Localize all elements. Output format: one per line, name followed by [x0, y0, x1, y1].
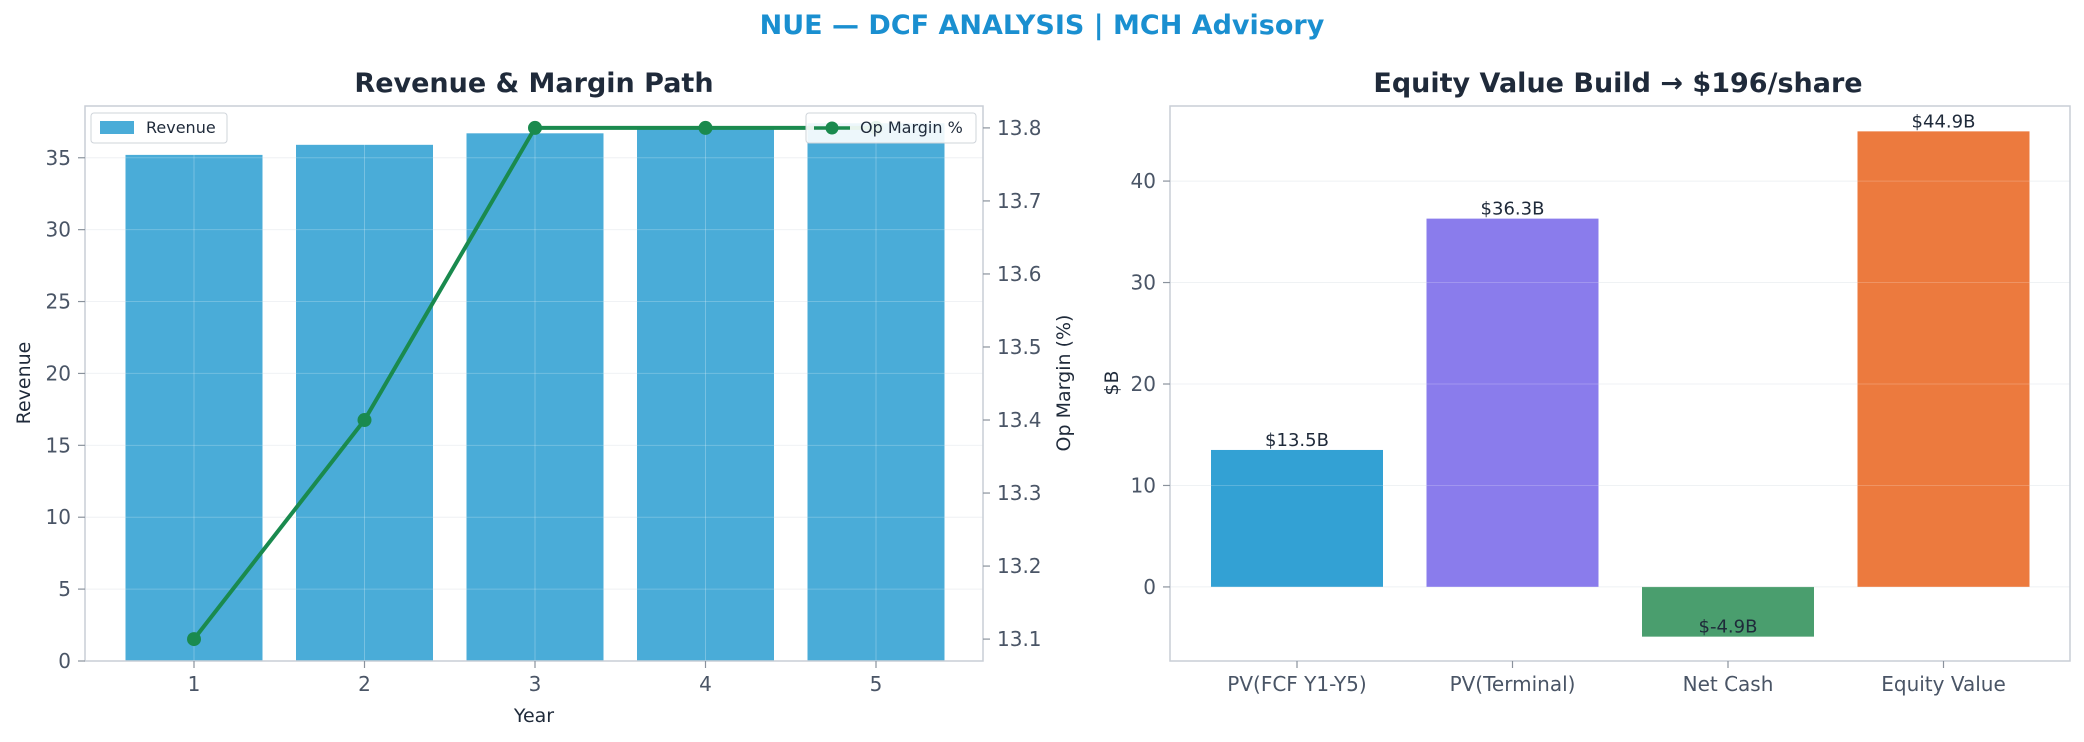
left-chart-title: Revenue & Margin Path [354, 68, 713, 99]
op-margin-point [528, 120, 542, 135]
equity-value-chart: Equity Value Build → $196/share $13.5B $3… [1101, 68, 2071, 696]
right-chart-y-axis-label: $B [1101, 370, 1123, 395]
left-x-tick-label: 2 [358, 672, 371, 696]
equity-build-bar [1426, 218, 1599, 587]
bar-value-label: $36.3B [1481, 199, 1545, 220]
revenue-bar [466, 133, 604, 661]
right-chart-x-tick-label: PV(Terminal) [1450, 672, 1576, 696]
revenue-bar [637, 129, 774, 661]
right-y-tick-label: 13.8 [997, 116, 1042, 140]
left-y-tick-label: 15 [46, 433, 71, 457]
left-y-tick-label: 20 [46, 361, 71, 385]
right-chart-y-tick-label: 30 [1131, 271, 1156, 295]
op-margin-point [187, 632, 201, 647]
margin-legend: Op Margin % [805, 112, 977, 144]
right-y-tick-label: 13.2 [997, 554, 1042, 578]
right-y-axis-label: Op Margin (%) [1053, 315, 1075, 452]
left-x-axis-label: Year [513, 705, 554, 727]
right-chart-y-tick-label: 20 [1131, 372, 1156, 396]
op-margin-point [698, 120, 713, 135]
left-y-tick-label: 10 [46, 505, 71, 529]
revenue-bar [125, 154, 263, 661]
right-chart-title: Equity Value Build → $196/share [1373, 68, 1862, 99]
left-y-axis-label: Revenue [13, 342, 35, 425]
bar-value-label: $-4.9B [1699, 617, 1758, 638]
right-chart-x-tick-label: Equity Value [1881, 672, 2006, 696]
figure-title: NUE — DCF ANALYSIS | MCH Advisory [759, 10, 1325, 41]
right-chart-y-tick-label: 40 [1131, 169, 1156, 193]
left-x-tick-label: 5 [870, 672, 883, 696]
right-y-tick-label: 13.6 [997, 262, 1042, 286]
left-y-tick-label: 0 [58, 649, 71, 673]
right-y-tick-label: 13.7 [997, 189, 1042, 213]
right-y-tick-label: 13.5 [997, 335, 1042, 359]
right-y-tick-label: 13.1 [997, 627, 1042, 651]
right-chart-x-tick-label: Net Cash [1683, 672, 1774, 696]
revenue-bar [296, 144, 433, 662]
revenue-bar [807, 123, 945, 661]
equity-build-bar [1857, 131, 2030, 587]
op-margin-point [357, 413, 372, 428]
left-y-tick-label: 35 [46, 146, 71, 170]
left-x-tick-label: 1 [188, 672, 201, 696]
revenue-legend-swatch [100, 121, 134, 134]
right-chart-x-tick-label: PV(FCF Y1-Y5) [1227, 672, 1366, 696]
margin-legend-label: Op Margin % [860, 118, 963, 137]
revenue-legend: Revenue [90, 112, 228, 144]
equity-build-bar [1211, 449, 1383, 587]
left-y-tick-label: 30 [46, 218, 71, 242]
margin-legend-marker [825, 121, 839, 135]
right-y-tick-label: 13.3 [997, 481, 1042, 505]
left-y-tick-label: 5 [58, 577, 71, 601]
right-y-tick-label: 13.4 [997, 408, 1042, 432]
left-plot-frame [84, 105, 984, 662]
bar-value-label: $44.9B [1912, 111, 1976, 132]
left-x-tick-label: 3 [529, 672, 542, 696]
right-chart-y-tick-label: 10 [1131, 473, 1156, 497]
left-x-tick-label: 4 [699, 672, 712, 696]
revenue-legend-label: Revenue [146, 118, 216, 137]
left-y-tick-label: 25 [46, 290, 71, 314]
equity-build-bar [1642, 586, 1814, 637]
bar-value-label: $13.5B [1265, 430, 1329, 451]
right-chart-y-tick-label: 0 [1143, 575, 1156, 599]
